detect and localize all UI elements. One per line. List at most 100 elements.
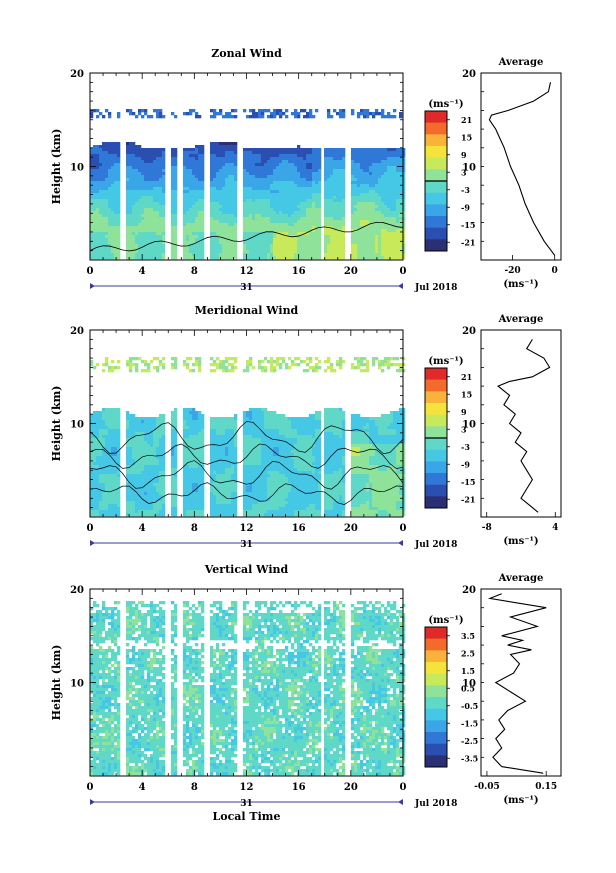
heatmap-cell	[276, 226, 280, 230]
heatmap-cell	[387, 160, 391, 164]
heatmap-cell	[318, 250, 322, 254]
heatmap-cell	[318, 166, 322, 170]
heatmap-cell	[252, 417, 256, 421]
heatmap-cell	[339, 435, 343, 439]
heatmap-cell	[156, 429, 160, 433]
heatmap-cell	[99, 235, 103, 239]
heatmap-cell	[285, 426, 289, 430]
heatmap-cell	[105, 229, 109, 233]
heatmap-cell	[243, 253, 247, 257]
heatmap-cell	[285, 199, 289, 203]
heatmap-cell	[402, 220, 406, 224]
heatmap-cell	[201, 172, 205, 176]
heatmap-cell	[330, 247, 334, 251]
heatmap-cell	[246, 435, 250, 439]
heatmap-cell	[357, 253, 361, 257]
heatmap-cell	[225, 151, 229, 155]
heatmap-cell	[258, 148, 262, 152]
heatmap-cell	[393, 190, 397, 194]
heatmap-cell	[102, 187, 106, 191]
heatmap-cell	[126, 426, 130, 430]
heatmap-cell	[327, 411, 331, 415]
heatmap-cell	[279, 169, 283, 173]
heatmap-cell	[144, 429, 148, 433]
heatmap-cell	[375, 157, 379, 161]
heatmap-cell	[249, 184, 253, 188]
heatmap-cell	[174, 420, 178, 424]
heatmap-cell	[333, 157, 337, 161]
heatmap-cell	[171, 160, 175, 164]
heatmap-cell	[102, 232, 106, 236]
heatmap-cell	[324, 438, 328, 442]
heatmap-cell	[90, 178, 94, 182]
heatmap-cell	[195, 357, 199, 361]
heatmap-cell	[255, 163, 259, 167]
heatmap-cell	[183, 360, 187, 364]
heatmap-cell	[138, 160, 142, 164]
colorbar-tick-label: 21	[461, 115, 472, 125]
heatmap-cell	[282, 154, 286, 158]
heatmap-cell	[255, 232, 259, 236]
heatmap-cell	[363, 211, 367, 215]
heatmap-cell	[90, 223, 94, 227]
heatmap-cell	[288, 366, 292, 370]
heatmap-cell	[390, 229, 394, 233]
heatmap-cell	[114, 235, 118, 239]
heatmap-cell	[210, 148, 214, 152]
heatmap-cell	[285, 417, 289, 421]
heatmap-cell	[189, 151, 193, 155]
heatmap-cell	[189, 250, 193, 254]
heatmap-cell	[162, 229, 166, 233]
heatmap-cell	[369, 217, 373, 221]
heatmap-cell	[288, 196, 292, 200]
heatmap-cell	[219, 148, 223, 152]
heatmap-cell	[300, 223, 304, 227]
heatmap-cell	[252, 163, 256, 167]
heatmap-cell	[216, 151, 220, 155]
heatmap-cell	[129, 360, 133, 364]
heatmap-cell	[93, 426, 97, 430]
heatmap-cell	[351, 160, 355, 164]
heatmap-cell	[258, 172, 262, 176]
heatmap-cell	[141, 184, 145, 188]
heatmap-cell	[126, 172, 130, 176]
heatmap-cell	[297, 420, 301, 424]
heatmap-cell	[228, 193, 232, 197]
heatmap-cell	[315, 414, 319, 418]
heatmap-cell	[111, 163, 115, 167]
heatmap-cell	[297, 112, 301, 116]
heatmap-cell	[162, 184, 166, 188]
heatmap-cell	[294, 423, 298, 427]
heatmap-cell	[378, 226, 382, 230]
heatmap-cell	[216, 220, 220, 224]
heatmap-cell	[189, 160, 193, 164]
heatmap-cell	[231, 238, 235, 242]
heatmap-cell	[255, 244, 259, 248]
heatmap-cell	[198, 172, 202, 176]
heatmap-cell	[333, 238, 337, 242]
heatmap-cell	[243, 205, 247, 209]
heatmap-cell	[363, 244, 367, 248]
heatmap-cell	[138, 235, 142, 239]
heatmap-cell	[93, 160, 97, 164]
heatmap-cell	[297, 357, 301, 361]
heatmap-cell	[111, 256, 115, 260]
heatmap-cell	[327, 193, 331, 197]
heatmap-cell	[378, 232, 382, 236]
heatmap-cell	[225, 220, 229, 224]
heatmap-cell	[390, 175, 394, 179]
heatmap-cell	[114, 202, 118, 206]
heatmap-cell	[243, 369, 247, 373]
heatmap-cell	[372, 250, 376, 254]
heatmap-cell	[261, 360, 265, 364]
heatmap-cell	[186, 438, 190, 442]
heatmap-cell	[192, 441, 196, 445]
heatmap-cell	[150, 166, 154, 170]
heatmap-cell	[213, 115, 217, 119]
heatmap-cell	[219, 417, 223, 421]
heatmap-cell	[111, 199, 115, 203]
heatmap-cell	[261, 214, 265, 218]
heatmap-cell	[354, 175, 358, 179]
heatmap-cell	[213, 438, 217, 442]
heatmap-cell	[138, 432, 142, 436]
